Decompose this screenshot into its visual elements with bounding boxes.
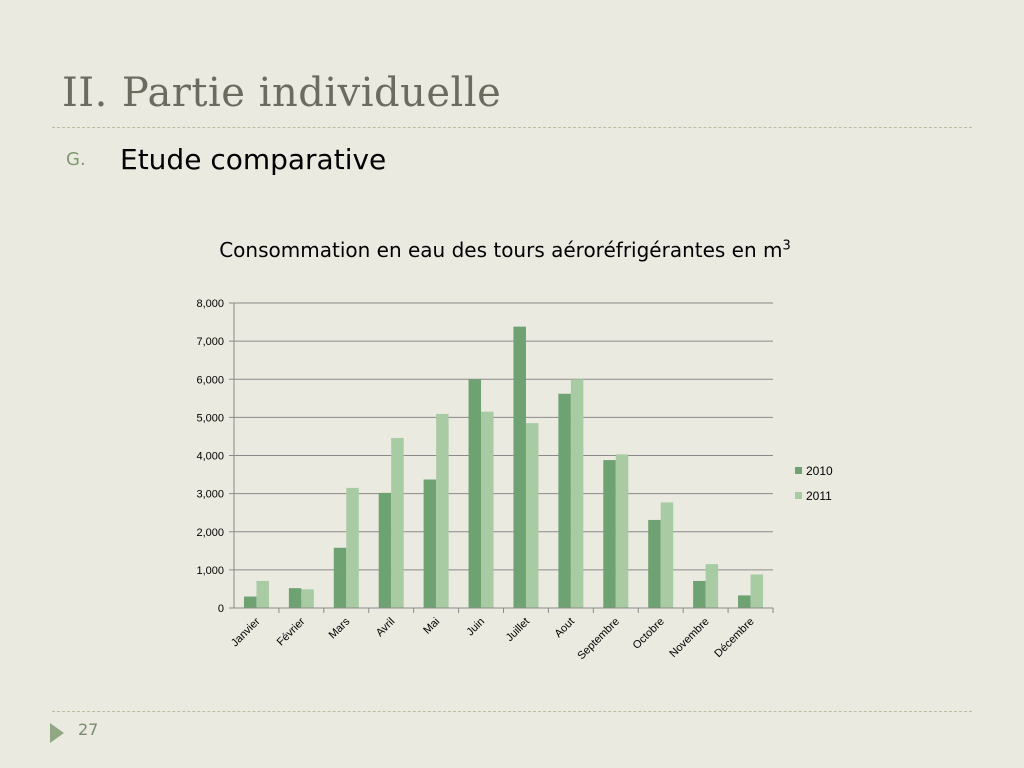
y-tick-label: 1,000: [196, 565, 224, 577]
x-tick-label: Janvier: [229, 615, 263, 649]
x-tick-label: Octobre: [631, 616, 667, 652]
bar-2010: [243, 596, 257, 608]
bar-2011: [750, 574, 764, 608]
bar-2010: [333, 547, 347, 608]
bar-2010: [648, 519, 661, 608]
title-number: II.: [62, 70, 108, 116]
page-number: 27: [78, 720, 99, 739]
y-tick-label: 4,000: [196, 451, 224, 463]
y-tick-label: 2,000: [196, 527, 224, 539]
chart-title-text: Consommation en eau des tours aéroréfrig…: [219, 238, 783, 262]
x-tick-label: Mai: [421, 616, 442, 637]
x-tick-label: Juin: [464, 616, 487, 639]
bar-2010: [288, 588, 302, 608]
bar-2011: [346, 487, 359, 608]
bar-2011: [660, 502, 674, 608]
x-tick-label: Février: [275, 615, 308, 648]
bar-2010: [693, 580, 706, 608]
bar-2011: [256, 580, 269, 608]
bar-2010: [423, 479, 437, 608]
bar-2011: [525, 423, 539, 608]
bar-2010: [738, 595, 751, 608]
bar-2010: [558, 393, 571, 608]
x-tick-label: Mars: [327, 615, 353, 641]
bar-2011: [705, 564, 719, 608]
bottom-separator: [52, 711, 972, 712]
play-arrow-icon: [50, 723, 64, 743]
y-tick-label: 8,000: [196, 298, 224, 310]
x-tick-label: Aout: [553, 616, 577, 640]
y-tick-label: 5,000: [196, 412, 224, 424]
bullet-letter: G.: [66, 148, 86, 170]
y-tick-label: 6,000: [196, 374, 224, 386]
bar-2011: [615, 454, 629, 608]
title-text: Partie individuelle: [121, 70, 502, 116]
x-tick-label: Avril: [374, 616, 397, 639]
chart-title: Consommation en eau des tours aéroréfrig…: [0, 238, 1010, 262]
x-tick-label: Novembre: [667, 616, 711, 660]
bar-2010: [468, 379, 482, 608]
x-tick-label: Juillet: [504, 616, 532, 644]
y-tick-label: 7,000: [196, 336, 224, 348]
legend-label-2010: 2010: [806, 464, 833, 478]
legend-label-2011: 2011: [806, 489, 832, 503]
slide-title: II. Partie individuelle: [62, 70, 501, 116]
x-tick-label: Septembre: [575, 616, 622, 663]
chart-title-superscript: 3: [782, 238, 791, 254]
bar-2011: [570, 379, 584, 608]
bar-2011: [481, 411, 494, 608]
bar-2011: [391, 437, 404, 608]
bullet-text: Etude comparative: [120, 143, 387, 176]
legend-swatch-2011: [795, 492, 802, 499]
bar-2011: [301, 589, 314, 608]
y-tick-label: 3,000: [196, 489, 224, 501]
bar-2011: [436, 413, 449, 608]
y-tick-label: 0: [218, 603, 224, 615]
bar-2010: [513, 326, 526, 608]
bar-2010: [378, 492, 392, 608]
legend-swatch-2010: [795, 467, 802, 474]
top-separator: [52, 127, 972, 128]
x-tick-label: Décembre: [712, 616, 756, 660]
bar-2010: [603, 460, 616, 608]
bullet-item: G. Etude comparative: [66, 143, 386, 176]
